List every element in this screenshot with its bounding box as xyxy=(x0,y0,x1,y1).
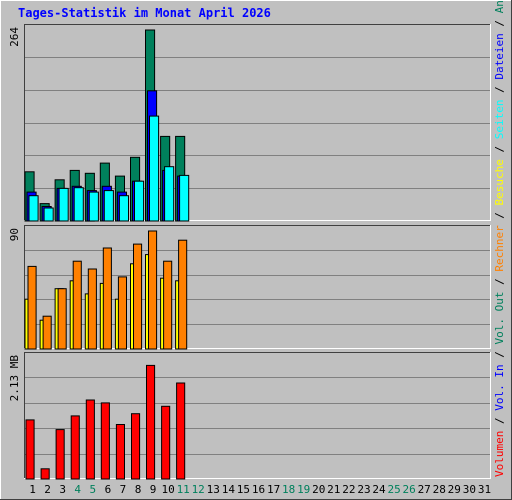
bar-top-seiten-day-4 xyxy=(73,187,84,222)
x-label-day-17: 17 xyxy=(267,483,280,496)
bar-top-seiten-day-5 xyxy=(88,191,99,222)
x-axis-labels: 1 2 3 4 5 6 7 8 9 10 11 12 13 14 15 16 17 18 19 20 21 22 23 24 2… xyxy=(29,483,491,496)
x-label-day-22: 22 xyxy=(342,483,355,496)
x-label-day-15: 15 xyxy=(237,483,250,496)
panel-top: 264 xyxy=(8,24,491,222)
x-label-day-29: 29 xyxy=(448,483,461,496)
legend-part-7: / xyxy=(493,205,506,225)
legend-part-14: Anfragen xyxy=(493,0,506,13)
bar-bottom-volin-day-4 xyxy=(70,415,80,480)
x-label-day-23: 23 xyxy=(357,483,370,496)
x-label-day-21: 21 xyxy=(327,483,340,496)
bar-bottom-volin-day-6 xyxy=(100,402,110,480)
bar-bottom-volin-day-2 xyxy=(40,468,50,480)
x-label-day-3: 3 xyxy=(59,483,66,496)
bar-bottom-volin-day-3 xyxy=(55,429,65,480)
x-label-day-30: 30 xyxy=(463,483,476,496)
bar-bottom-volin-day-7 xyxy=(115,424,126,480)
x-label-day-25: 25 xyxy=(387,483,400,496)
legend-part-12: Dateien xyxy=(493,33,506,79)
legend-part-2: Vol. In xyxy=(493,364,506,410)
x-label-day-12: 12 xyxy=(192,483,205,496)
y-max-label: 264 xyxy=(8,27,21,47)
bar-top-seiten-day-9 xyxy=(149,115,160,222)
x-label-day-8: 8 xyxy=(135,483,142,496)
bar-middle-rechner-day-10 xyxy=(163,260,173,350)
x-label-day-19: 19 xyxy=(297,483,310,496)
bar-top-seiten-day-1 xyxy=(28,195,39,222)
bar-bottom-volin-day-1 xyxy=(25,419,35,480)
panel-bottom: 2.13 MB xyxy=(8,352,491,480)
bar-top-seiten-day-8 xyxy=(134,180,145,222)
y-max-label: 2.13 MB xyxy=(8,355,21,402)
x-label-day-7: 7 xyxy=(120,483,127,496)
bar-middle-rechner-day-7 xyxy=(117,276,128,350)
bar-top-seiten-day-2 xyxy=(43,207,54,222)
bar-top-seiten-day-3 xyxy=(58,187,69,222)
x-label-day-14: 14 xyxy=(222,483,236,496)
y-max-label: 90 xyxy=(8,228,21,241)
bar-middle-rechner-day-1 xyxy=(27,265,37,350)
x-label-day-27: 27 xyxy=(418,483,431,496)
bar-middle-rechner-day-6 xyxy=(102,247,112,350)
legend-part-0: Volumen xyxy=(493,431,506,477)
bar-top-seiten-day-6 xyxy=(103,190,114,222)
bar-bottom-volin-day-11 xyxy=(176,382,186,480)
x-label-day-6: 6 xyxy=(105,483,112,496)
legend-part-9: / xyxy=(493,139,506,159)
legend-part-5: / xyxy=(493,272,506,292)
x-label-day-18: 18 xyxy=(282,483,295,496)
x-label-day-9: 9 xyxy=(150,483,157,496)
legend-part-6: Rechner xyxy=(493,225,506,272)
bar-middle-rechner-day-2 xyxy=(42,315,52,350)
bar-middle-rechner-day-4 xyxy=(72,260,82,350)
x-label-day-13: 13 xyxy=(207,483,220,496)
bar-middle-rechner-day-8 xyxy=(133,243,143,350)
bar-bottom-volin-day-8 xyxy=(131,413,141,480)
x-label-day-20: 20 xyxy=(312,483,325,496)
bar-middle-rechner-day-9 xyxy=(148,230,158,350)
bar-bottom-volin-day-10 xyxy=(161,405,171,480)
bar-bottom-volin-day-9 xyxy=(146,364,156,480)
legend-part-3: / xyxy=(493,345,506,365)
legend-part-13: / xyxy=(493,13,506,33)
bar-middle-rechner-day-11 xyxy=(178,239,188,350)
bar-top-seiten-day-10 xyxy=(164,166,175,222)
x-label-day-10: 10 xyxy=(161,483,174,496)
legend-part-4: Vol. Out xyxy=(493,292,506,345)
legend-part-8: Besuche xyxy=(493,159,506,205)
x-label-day-26: 26 xyxy=(402,483,415,496)
panels: 264 90 2.13 MB xyxy=(8,24,491,480)
x-label-day-31: 31 xyxy=(478,483,491,496)
bar-middle-rechner-day-3 xyxy=(57,288,67,350)
x-label-day-11: 11 xyxy=(177,483,190,496)
x-label-day-4: 4 xyxy=(74,483,81,496)
legend-part-10: Seiten xyxy=(493,99,506,139)
bar-bottom-volin-day-5 xyxy=(85,399,95,480)
x-label-day-28: 28 xyxy=(433,483,446,496)
x-label-day-1: 1 xyxy=(29,483,36,496)
x-label-day-16: 16 xyxy=(252,483,265,496)
legend-part-1: / xyxy=(493,411,506,431)
bar-middle-rechner-day-5 xyxy=(87,268,97,350)
panel-middle: 90 xyxy=(8,225,491,350)
x-label-day-5: 5 xyxy=(89,483,96,496)
right-legend: Volumen / Vol. In / Vol. Out / Rechner /… xyxy=(493,0,506,477)
x-label-day-24: 24 xyxy=(372,483,386,496)
chart-title: Tages-Statistik im Monat April 2026 xyxy=(18,6,271,20)
x-label-day-2: 2 xyxy=(44,483,51,496)
bar-top-seiten-day-7 xyxy=(118,195,130,222)
legend-part-11: / xyxy=(493,80,506,100)
bar-top-seiten-day-11 xyxy=(179,174,190,222)
